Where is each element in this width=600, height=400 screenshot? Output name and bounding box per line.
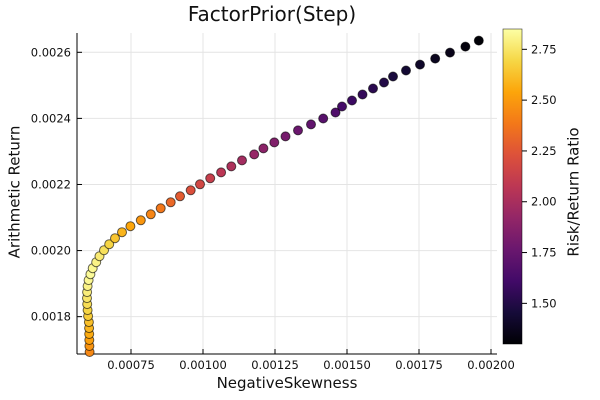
data-point: [401, 65, 411, 76]
axis-spines: [76, 33, 497, 355]
data-point: [249, 149, 260, 160]
data-point: [368, 83, 378, 94]
data-point: [205, 173, 216, 184]
data-point: [269, 137, 280, 148]
data-point: [155, 203, 166, 214]
data-point: [330, 107, 341, 118]
colorbar-tick-label: 2.00: [531, 195, 557, 209]
chart-title: FactorPrior(Step): [187, 2, 357, 26]
data-point: [415, 59, 425, 70]
colorbar-tick-label: 1.50: [531, 296, 557, 310]
data-point: [226, 161, 237, 172]
data-point: [145, 209, 156, 220]
y-tick-label: 0.0020: [31, 244, 71, 258]
x-tick-label: 0.00075: [107, 358, 155, 372]
data-point: [445, 47, 455, 58]
data-point: [347, 95, 357, 106]
data-point: [165, 197, 176, 208]
colorbar-tick-label: 2.50: [531, 93, 557, 107]
data-point: [293, 125, 303, 136]
x-tick-label: 0.00200: [467, 358, 515, 372]
y-tick-label: 0.0026: [31, 45, 71, 59]
y-tick-label: 0.0018: [31, 310, 71, 324]
data-point: [125, 221, 136, 232]
x-tick-label: 0.00125: [251, 358, 299, 372]
data-point: [185, 185, 196, 196]
x-tick-label: 0.00175: [395, 358, 443, 372]
data-point: [135, 215, 146, 226]
data-point: [473, 35, 484, 46]
y-axis-label: Arithmetic Return: [5, 125, 24, 259]
data-point: [379, 77, 389, 88]
colorbar-label: Risk/Return Ratio: [564, 127, 583, 257]
axis-ticks: 0.00075 0.00100 0.00125 0.00150 0.00175 0.002…: [31, 45, 515, 372]
data-point: [306, 119, 316, 130]
colorbar-tick-label: 2.25: [531, 144, 557, 158]
data-point: [318, 113, 329, 124]
data-point: [216, 167, 227, 178]
x-tick-label: 0.00100: [179, 358, 227, 372]
data-point: [388, 71, 398, 82]
data-point: [117, 227, 127, 238]
scatter-series: [82, 35, 484, 357]
colorbar: 1.50 1.75 2.00 2.25 2.50 2.75: [502, 28, 557, 345]
colorbar-tick-label: 2.75: [531, 42, 557, 56]
data-point: [258, 143, 269, 154]
y-tick-label: 0.0024: [31, 111, 71, 125]
data-point: [430, 53, 441, 64]
data-point: [460, 41, 471, 52]
gridlines: [77, 33, 497, 354]
x-tick-label: 0.00150: [323, 358, 371, 372]
y-tick-label: 0.0022: [31, 177, 71, 191]
data-point: [110, 233, 120, 244]
data-point: [237, 155, 247, 166]
data-point: [357, 89, 368, 100]
data-point: [104, 239, 115, 250]
data-point: [337, 101, 347, 112]
x-axis-label: NegativeSkewness: [216, 374, 358, 392]
data-point: [280, 131, 291, 142]
colorbar-gradient: [502, 28, 523, 345]
colorbar-tick-label: 1.75: [531, 246, 557, 260]
data-point: [175, 191, 185, 202]
data-point: [195, 179, 205, 190]
